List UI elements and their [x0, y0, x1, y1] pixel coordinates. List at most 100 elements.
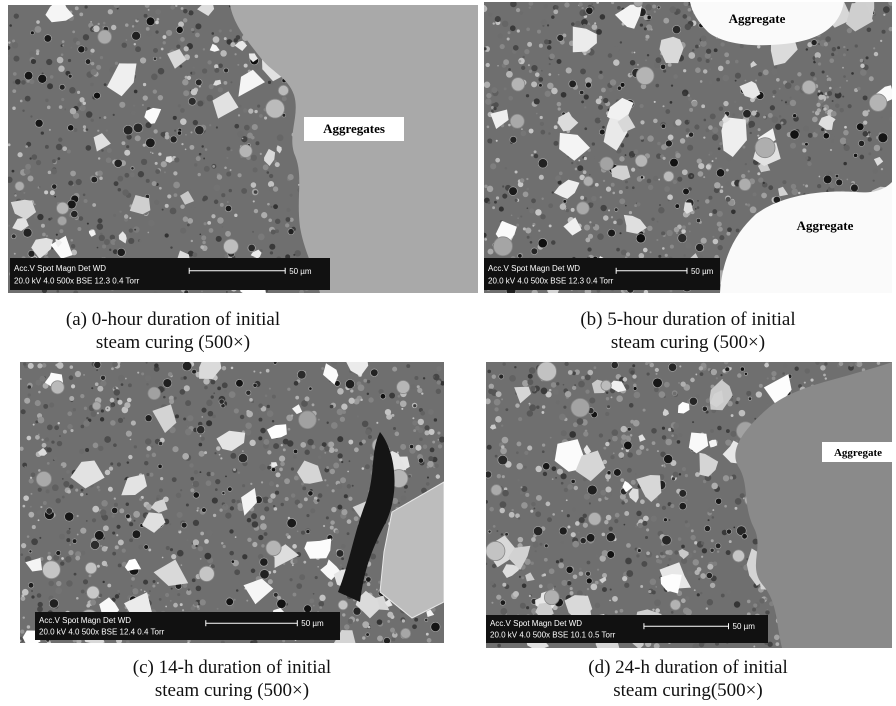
pore [543, 463, 550, 470]
grain [273, 505, 275, 507]
grain [290, 578, 293, 581]
grain [695, 208, 697, 210]
grain [499, 508, 504, 513]
grain [866, 56, 869, 59]
grain [58, 138, 62, 142]
grain [693, 550, 696, 553]
grain [542, 443, 545, 446]
grain [114, 389, 120, 395]
pore [29, 550, 32, 553]
grain [8, 41, 10, 43]
grain [489, 507, 494, 512]
grain [273, 443, 279, 449]
grain [791, 80, 794, 83]
grain [763, 182, 765, 184]
grain [690, 378, 695, 383]
grain [246, 600, 248, 602]
grain [222, 382, 228, 388]
grain [646, 448, 649, 451]
pore [131, 167, 134, 170]
grain [549, 224, 552, 227]
grain [658, 255, 661, 258]
grain [643, 248, 648, 253]
grain [332, 489, 335, 492]
pore [425, 618, 428, 621]
grain [70, 365, 74, 369]
grain [708, 508, 713, 513]
pore [228, 487, 232, 491]
grain [162, 557, 164, 559]
grain [791, 184, 796, 189]
grain [668, 134, 674, 140]
grain [781, 100, 783, 102]
grain [210, 472, 214, 476]
grain [663, 610, 666, 613]
grain [31, 493, 33, 495]
grain [706, 59, 710, 63]
grain [720, 374, 722, 376]
unhydrated-grain [583, 176, 593, 186]
grain [605, 412, 609, 416]
grain [170, 600, 172, 602]
grain [150, 151, 152, 153]
grain [275, 219, 280, 224]
grain [702, 548, 707, 553]
grain [553, 141, 558, 146]
grain [654, 599, 661, 606]
grain [526, 606, 529, 609]
grain [630, 60, 635, 65]
grain [497, 644, 501, 648]
grain [724, 505, 727, 508]
pore [611, 362, 618, 369]
grain [159, 598, 162, 601]
grain [177, 593, 180, 596]
grain [717, 222, 722, 227]
grain [677, 440, 681, 444]
grain [608, 209, 610, 211]
grain [193, 520, 199, 526]
grain [28, 385, 31, 388]
grain [125, 23, 129, 27]
grain [882, 30, 886, 34]
grain [863, 131, 869, 137]
pore [499, 374, 504, 379]
grain [553, 450, 555, 452]
grain [37, 214, 43, 220]
grain [326, 516, 329, 519]
pore [192, 369, 197, 374]
grain [412, 420, 417, 425]
pore [224, 68, 229, 73]
grain [528, 374, 533, 379]
grain [678, 382, 680, 384]
grain [825, 36, 831, 42]
pore [366, 633, 370, 637]
grain [159, 57, 161, 59]
grain [781, 122, 784, 125]
grain [670, 245, 674, 249]
grain [196, 510, 198, 512]
grain [113, 214, 116, 217]
grain [611, 216, 613, 218]
grain [48, 581, 54, 587]
grain [680, 138, 685, 143]
grain [508, 31, 511, 34]
grain [605, 486, 611, 492]
grain [785, 101, 787, 103]
grain [317, 566, 319, 568]
grain [358, 384, 365, 391]
grain [59, 229, 63, 233]
grain [28, 176, 34, 182]
grain [207, 472, 212, 477]
grain [519, 60, 522, 63]
grain [726, 429, 730, 433]
grain [675, 153, 680, 158]
grain [163, 396, 166, 399]
grain [493, 525, 496, 528]
pore [181, 522, 187, 528]
grain [267, 171, 270, 174]
grain [283, 448, 286, 451]
grain [521, 576, 524, 579]
grain [67, 411, 72, 416]
grain [236, 589, 239, 592]
grain [125, 378, 127, 380]
